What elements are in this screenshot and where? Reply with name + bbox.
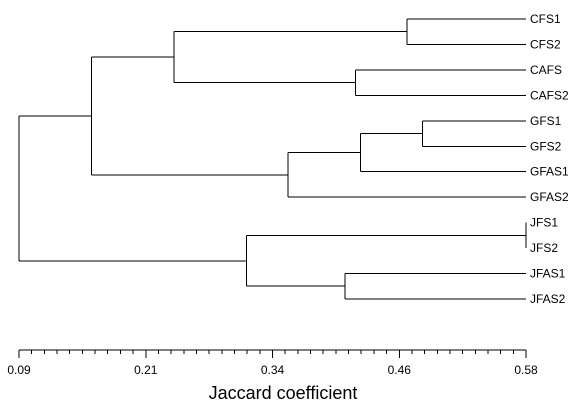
leaf-label: GFAS1 [530, 165, 569, 179]
leaf-label: JFAS2 [530, 292, 566, 306]
leaf-label: JFS1 [530, 216, 558, 230]
x-axis: 0.09 0.21 0.34 0.46 0.58 [7, 349, 538, 377]
leaf-label: JFS2 [530, 241, 558, 255]
leaf-label: GFS2 [530, 139, 562, 153]
leaf-labels: CFS1 CFS2 CAFS CAFS2 GFS1 GFS2 GFAS1 GFAS2 JFS1 J… [530, 12, 569, 306]
x-axis-tick-label: 0.58 [514, 363, 538, 377]
leaf-label: GFS1 [530, 114, 562, 128]
leaf-label: CAFS [530, 63, 562, 77]
leaf-label: GFAS2 [530, 190, 569, 204]
x-axis-major-ticks: 0.09 0.21 0.34 0.46 0.58 [7, 350, 538, 377]
leaf-label: CFS2 [530, 38, 561, 52]
leaf-label: JFAS1 [530, 267, 566, 281]
leaf-label: CAFS2 [530, 88, 569, 102]
x-axis-tick-label: 0.46 [388, 363, 412, 377]
dendrogram-branches [18, 18, 527, 300]
leaf-label: CFS1 [530, 12, 561, 26]
x-axis-title: Jaccard coefficient [209, 383, 358, 403]
x-axis-minor-ticks [18, 350, 527, 354]
x-axis-tick-label: 0.34 [261, 363, 285, 377]
x-axis-tick-label: 0.09 [7, 363, 31, 377]
x-axis-tick-label: 0.21 [134, 363, 158, 377]
